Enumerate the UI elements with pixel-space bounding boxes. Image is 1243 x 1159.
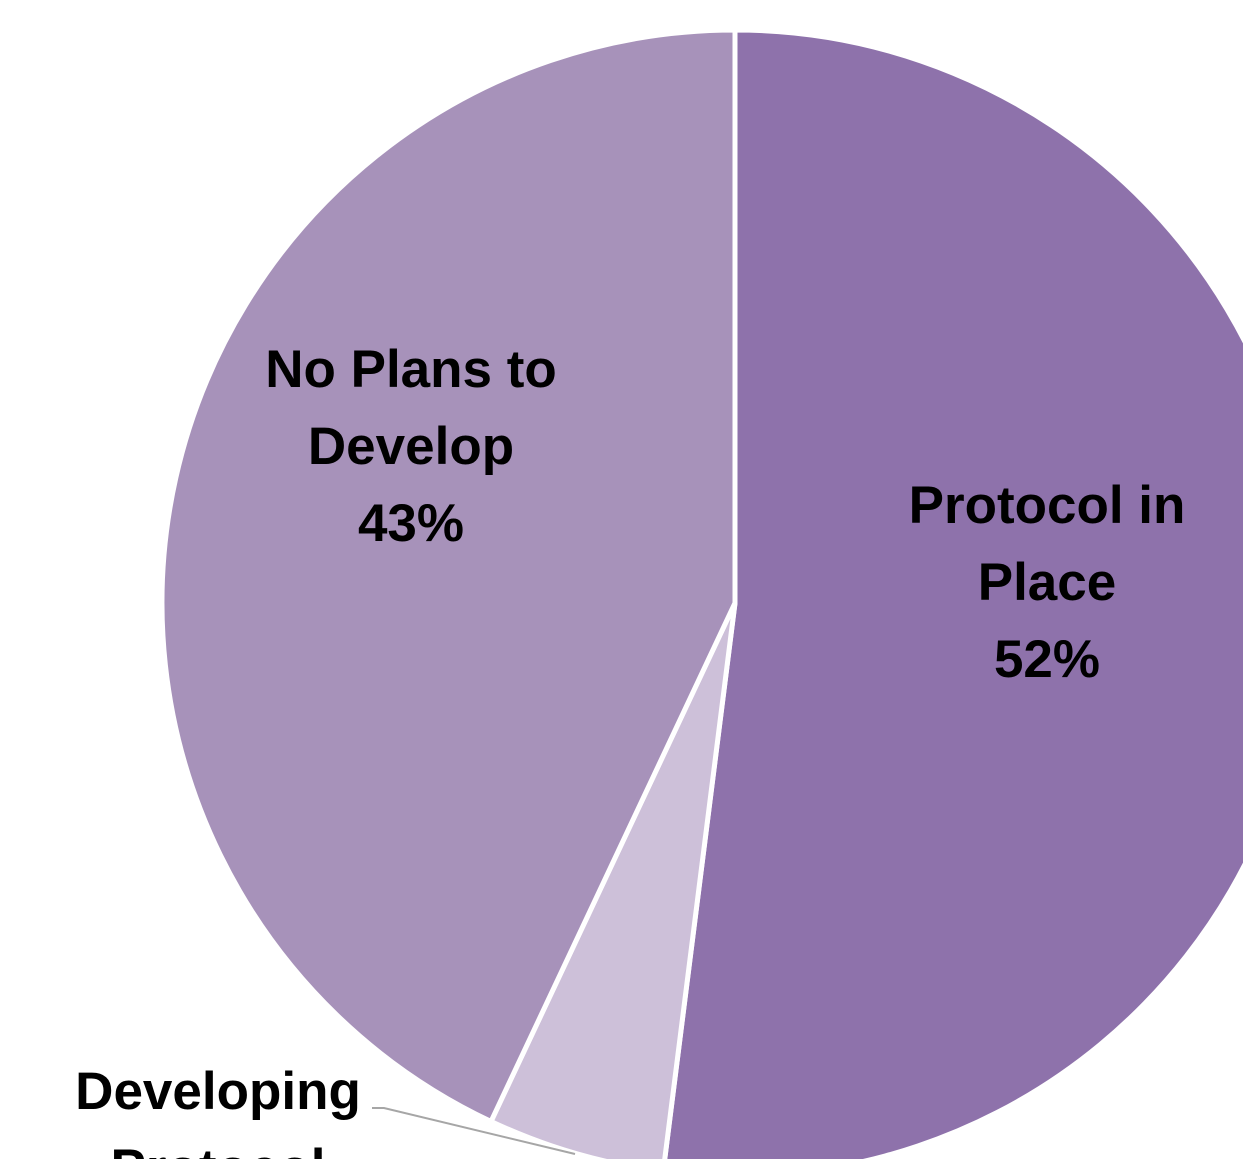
slice-label-developing-protocol: Developing Protocol [75,1062,361,1159]
slice-labels: Protocol in Place 52% Developing Protocol No … [75,340,1185,1159]
leader-line-developing-protocol [372,1107,576,1155]
slice-value-label: 43% [358,494,464,553]
pie-slice-protocol-in-place [662,27,1243,1159]
pie-slice-no-plans-to-develop [159,27,738,1124]
slice-label-line: Develop [308,417,514,476]
slice-label-line: Protocol [111,1139,326,1159]
slice-label-line: No Plans to [265,340,557,399]
slice-label-protocol-in-place: Protocol in Place 52% [909,476,1186,689]
leader-lines [372,1107,576,1155]
slice-label-line: Protocol in [909,476,1186,535]
pie-slices [159,27,1243,1159]
slice-label-line: Developing [75,1062,361,1121]
slice-value-label: 52% [994,630,1100,689]
slice-label-line: Place [978,553,1117,612]
slice-label-no-plans-to-develop: No Plans to Develop 43% [265,340,557,553]
